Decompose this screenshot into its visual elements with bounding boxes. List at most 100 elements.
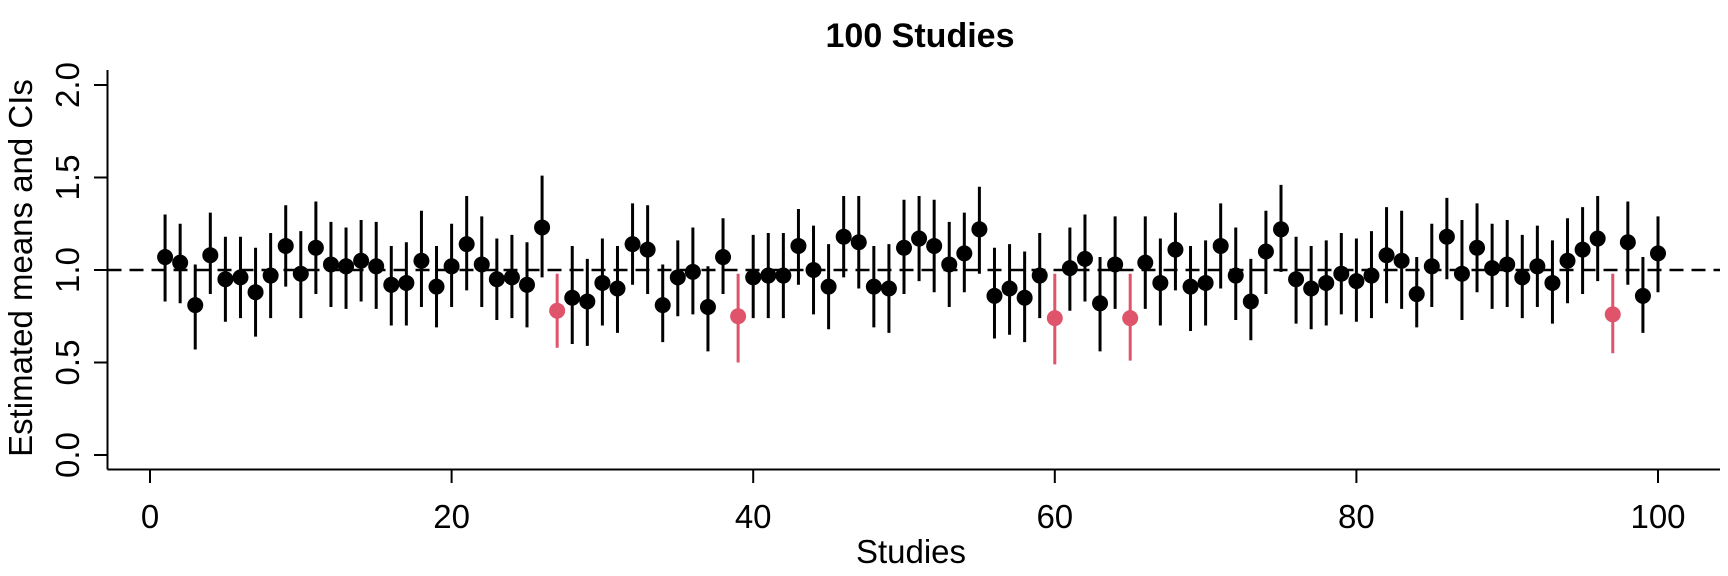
- mean-point: [1242, 293, 1259, 310]
- mean-point: [880, 280, 897, 297]
- y-axis-label: Estimated means and CIs: [2, 79, 39, 457]
- x-tick-label: 40: [735, 498, 772, 535]
- mean-point: [1363, 267, 1380, 284]
- mean-point: [820, 278, 837, 295]
- mean-point: [850, 234, 867, 251]
- y-ticks: 0.0 0.5 1.0 1.5 2.0: [49, 62, 108, 478]
- mean-point: [1529, 258, 1546, 275]
- mean-point: [398, 274, 415, 291]
- mean-point: [1046, 310, 1063, 327]
- mean-point: [1167, 241, 1184, 258]
- mean-point: [654, 297, 671, 314]
- mean-point: [232, 269, 249, 286]
- mean-point: [1574, 241, 1591, 258]
- mean-point: [1619, 234, 1636, 251]
- mean-point: [684, 263, 701, 280]
- mean-point: [564, 289, 581, 306]
- mean-point: [458, 236, 475, 253]
- x-ticks: 0 20 40 60 80 100: [141, 469, 1686, 535]
- mean-point: [669, 269, 686, 286]
- mean-point: [896, 239, 912, 256]
- mean-point: [1484, 260, 1501, 277]
- mean-point: [956, 245, 973, 262]
- mean-point: [624, 236, 641, 253]
- chart-title: 100 Studies: [826, 17, 1015, 55]
- mean-point: [307, 239, 324, 256]
- mean-point: [1197, 274, 1214, 291]
- mean-point: [1212, 237, 1229, 254]
- mean-point: [292, 265, 309, 282]
- mean-point: [1650, 245, 1666, 262]
- mean-point: [1061, 260, 1078, 277]
- mean-point: [1514, 269, 1531, 286]
- mean-point: [1257, 243, 1274, 260]
- mean-point: [519, 276, 535, 293]
- mean-point: [1333, 265, 1350, 282]
- y-tick-label: 1.0: [49, 247, 86, 293]
- mean-point: [157, 249, 174, 266]
- mean-point: [1107, 256, 1124, 273]
- y-tick-label: 0.0: [49, 432, 86, 478]
- mean-point: [911, 230, 928, 247]
- mean-point: [1076, 250, 1093, 267]
- mean-point: [775, 267, 792, 284]
- x-axis-label: Studies: [856, 533, 966, 570]
- y-tick-label: 2.0: [49, 62, 86, 108]
- mean-point: [1408, 286, 1425, 303]
- mean-point: [503, 269, 520, 286]
- mean-point: [1393, 252, 1410, 269]
- mean-point: [639, 241, 656, 258]
- mean-point: [247, 284, 264, 301]
- mean-point: [383, 276, 400, 293]
- mean-point: [488, 271, 505, 288]
- mean-point: [1001, 280, 1018, 297]
- mean-point: [971, 221, 988, 238]
- mean-point: [1182, 278, 1199, 295]
- mean-point: [745, 269, 762, 286]
- mean-point: [1318, 274, 1335, 291]
- x-tick-label: 0: [141, 498, 159, 535]
- mean-point: [1423, 258, 1440, 275]
- mean-point: [277, 237, 294, 254]
- mean-point: [1152, 274, 1169, 291]
- mean-point: [1227, 267, 1244, 284]
- mean-point: [790, 237, 807, 254]
- mean-point: [443, 258, 460, 275]
- y-tick-label: 0.5: [49, 340, 86, 386]
- mean-point: [1092, 295, 1109, 312]
- mean-point: [1634, 287, 1651, 304]
- mean-point: [187, 297, 204, 314]
- mean-point: [986, 287, 1003, 304]
- mean-point: [865, 278, 882, 295]
- mean-point: [1559, 252, 1576, 269]
- mean-point: [1378, 247, 1395, 264]
- mean-point: [353, 252, 370, 269]
- mean-point: [1273, 221, 1289, 238]
- mean-point: [202, 247, 219, 264]
- mean-point: [534, 219, 551, 236]
- mean-point: [715, 249, 732, 266]
- mean-point: [926, 237, 943, 254]
- y-tick-label: 1.5: [49, 155, 86, 201]
- mean-point: [428, 278, 445, 295]
- mean-point: [368, 258, 385, 275]
- mean-point: [579, 293, 596, 310]
- mean-point: [730, 308, 747, 325]
- mean-point: [1604, 306, 1621, 323]
- mean-point: [1544, 274, 1561, 291]
- mean-point: [1469, 239, 1486, 256]
- mean-point: [1453, 265, 1470, 282]
- mean-point: [760, 267, 777, 284]
- mean-point: [338, 258, 355, 275]
- mean-point: [699, 299, 716, 315]
- mean-point: [1016, 289, 1033, 306]
- mean-point: [1137, 254, 1154, 271]
- mean-point: [1499, 256, 1516, 273]
- mean-point: [1288, 271, 1305, 288]
- mean-point: [217, 271, 234, 288]
- mean-point: [835, 228, 852, 245]
- mean-points: [157, 219, 1666, 327]
- x-tick-label: 80: [1338, 498, 1375, 535]
- mean-point: [262, 267, 279, 284]
- mean-point: [322, 256, 339, 273]
